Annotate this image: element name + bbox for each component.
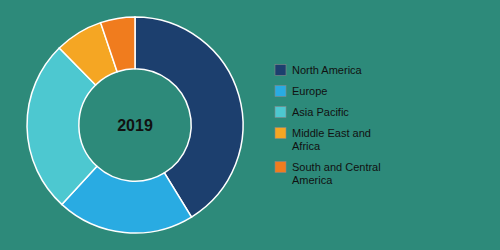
legend-item: South and CentralAmerica: [275, 161, 381, 186]
legend-label: Asia Pacific: [292, 106, 349, 118]
wedges: [27, 17, 243, 233]
legend-swatch: [275, 107, 286, 118]
legend-swatch: [275, 86, 286, 97]
legend-swatch: [275, 128, 286, 139]
legend-label: Middle East andAfrica: [292, 127, 371, 152]
legend-item: Middle East andAfrica: [275, 127, 371, 152]
legend-item: North America: [275, 64, 363, 76]
chart-container: 2019 North America Europe Asia Pacific Middl…: [0, 0, 500, 250]
legend-label: South and CentralAmerica: [292, 161, 381, 186]
legend-item: Europe: [275, 85, 327, 97]
donut-slice: [101, 17, 135, 72]
legend-label: North America: [292, 64, 363, 76]
center-text: 2019: [117, 117, 153, 134]
legend: North America Europe Asia Pacific Middle Ea…: [275, 64, 381, 186]
legend-swatch: [275, 162, 286, 173]
legend-label: Europe: [292, 85, 327, 97]
background: [0, 0, 500, 250]
chart: 2019 North America Europe Asia Pacific Middl…: [0, 0, 500, 250]
legend-swatch: [275, 65, 286, 76]
legend-item: Asia Pacific: [275, 106, 349, 118]
